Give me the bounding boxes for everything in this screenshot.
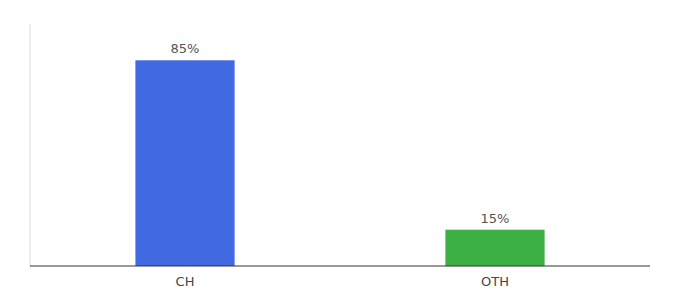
x-tick-label: OTH <box>481 274 509 289</box>
x-axis-line <box>30 266 650 267</box>
chart: CH OTH 85% 15% <box>0 0 680 300</box>
data-label: 85% <box>171 41 200 56</box>
bars <box>135 60 544 266</box>
x-tick-label: CH <box>176 274 195 289</box>
bar <box>135 60 234 266</box>
data-label: 15% <box>481 211 510 226</box>
chart-container: CH OTH 85% 15% <box>0 0 680 300</box>
bar <box>445 230 544 266</box>
y-axis-line <box>30 24 31 266</box>
